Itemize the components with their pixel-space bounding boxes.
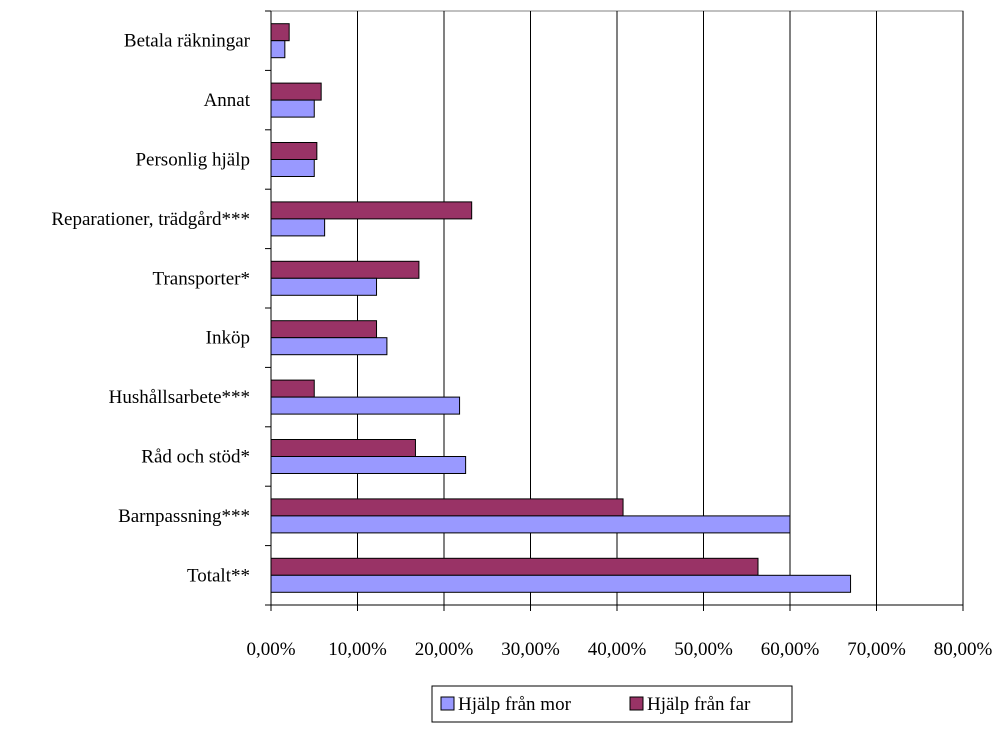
category-label: Inköp xyxy=(206,328,250,349)
bars xyxy=(270,23,852,593)
legend-frame xyxy=(431,685,793,723)
bar-mor xyxy=(270,515,791,534)
bar-far xyxy=(270,439,416,457)
x-tick-label: 10,00% xyxy=(328,639,387,660)
legend-label-mor: Hjälp från mor xyxy=(458,694,572,715)
category-label: Reparationer, trädgård*** xyxy=(51,209,250,230)
category-label: Transporter* xyxy=(153,268,250,289)
legend-label-far: Hjälp från far xyxy=(647,694,751,715)
category-label: Barnpassning*** xyxy=(118,506,250,527)
bar-mor xyxy=(270,337,388,356)
bar-far xyxy=(270,201,473,220)
bar-far xyxy=(270,260,420,279)
bar-far xyxy=(270,379,315,398)
bar-mor xyxy=(270,218,326,237)
bar-mor xyxy=(270,456,467,474)
x-tick-label: 50,00% xyxy=(674,639,733,660)
x-tick-label: 30,00% xyxy=(501,639,560,660)
category-label: Personlig hjälp xyxy=(135,150,250,171)
labels: 0,00% 10,00% 20,00% 30,00% 40,00% 50,00% 60,00… xyxy=(51,31,992,660)
category-label: Betala räkningar xyxy=(124,31,251,52)
category-label: Annat xyxy=(204,90,251,111)
x-tick-label: 70,00% xyxy=(847,639,906,660)
bar-mor xyxy=(270,99,315,118)
x-tick-label: 60,00% xyxy=(761,639,820,660)
bar-far xyxy=(270,23,290,42)
bar-far xyxy=(270,320,378,339)
legend: Hjälp från mor Hjälp från far xyxy=(431,685,793,723)
bar-far xyxy=(270,498,624,517)
x-tick-label: 40,00% xyxy=(588,639,647,660)
legend-swatch-mor xyxy=(440,696,455,711)
category-label: Hushållsarbete*** xyxy=(109,387,250,408)
bar-far xyxy=(270,557,759,576)
bar-mor xyxy=(270,159,315,177)
x-tick-label: 0,00% xyxy=(246,639,295,660)
x-tick-label: 20,00% xyxy=(415,639,474,660)
category-label: Totalt** xyxy=(187,565,250,586)
bar-far xyxy=(270,142,318,160)
legend-swatch-far xyxy=(629,696,644,711)
axes xyxy=(265,10,964,611)
category-label: Råd och stöd* xyxy=(141,447,250,468)
bar-mor xyxy=(270,277,378,296)
x-tick-label: 80,00% xyxy=(934,639,993,660)
bar-mor xyxy=(270,40,286,59)
bar-mor xyxy=(270,396,461,415)
bar-mor xyxy=(270,574,852,593)
bar-far xyxy=(270,82,322,101)
